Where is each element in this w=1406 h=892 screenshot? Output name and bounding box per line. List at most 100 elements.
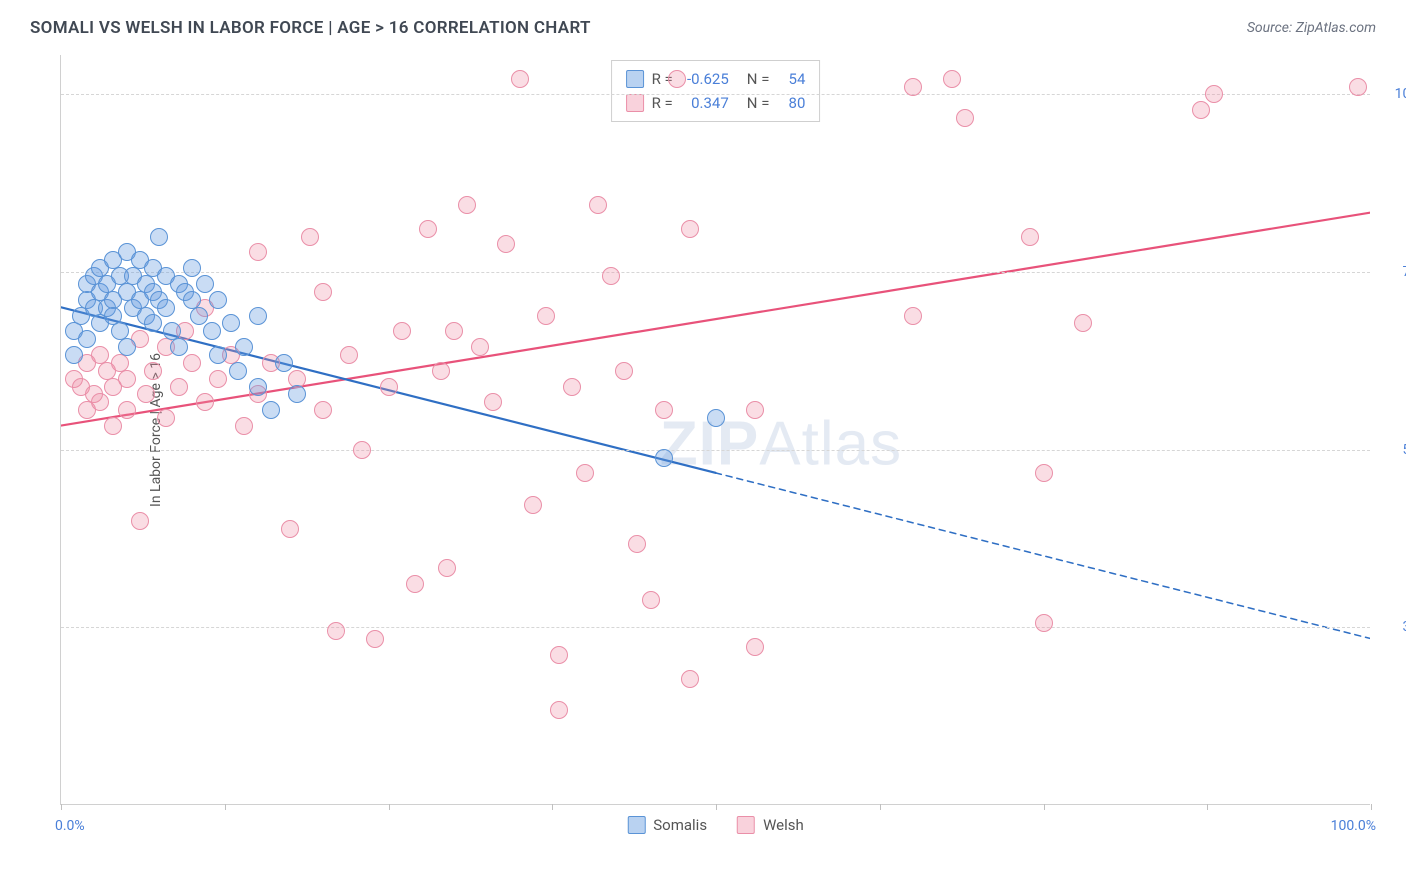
scatter-point: [1192, 101, 1210, 119]
scatter-point: [144, 362, 162, 380]
scatter-point: [497, 235, 515, 253]
bottom-legend-item: Somalis: [627, 816, 707, 834]
scatter-point: [222, 314, 240, 332]
scatter-point: [65, 346, 83, 364]
scatter-point: [537, 307, 555, 325]
scatter-point: [249, 378, 267, 396]
scatter-point: [157, 299, 175, 317]
x-tick-mark: [225, 804, 226, 810]
x-axis-max-label: 100.0%: [1331, 818, 1376, 834]
scatter-point: [511, 70, 529, 88]
scatter-point: [190, 307, 208, 325]
scatter-point: [249, 243, 267, 261]
scatter-point: [602, 267, 620, 285]
scatter-point: [904, 78, 922, 96]
scatter-point: [655, 449, 673, 467]
scatter-point: [353, 441, 371, 459]
scatter-point: [380, 378, 398, 396]
scatter-point: [458, 196, 476, 214]
y-tick-label: 100.0%: [1380, 86, 1406, 102]
legend-square-blue-icon: [627, 816, 645, 834]
scatter-point: [118, 370, 136, 388]
scatter-point: [1205, 85, 1223, 103]
scatter-point: [1349, 78, 1367, 96]
scatter-point: [209, 370, 227, 388]
gridline: [61, 450, 1370, 451]
scatter-point: [576, 464, 594, 482]
scatter-point: [327, 622, 345, 640]
scatter-point: [183, 259, 201, 277]
legend-square-pink-icon: [737, 816, 755, 834]
scatter-point: [137, 385, 155, 403]
x-tick-mark: [389, 804, 390, 810]
scatter-point: [150, 228, 168, 246]
x-axis-min-label: 0.0%: [55, 818, 85, 834]
scatter-point: [183, 354, 201, 372]
scatter-point: [118, 401, 136, 419]
scatter-point: [393, 322, 411, 340]
legend-square-blue-icon: [626, 70, 644, 88]
scatter-point: [589, 196, 607, 214]
gridline: [61, 94, 1370, 95]
scatter-point: [209, 291, 227, 309]
scatter-point: [524, 496, 542, 514]
scatter-point: [471, 338, 489, 356]
scatter-point: [104, 417, 122, 435]
y-tick-label: 77.5%: [1380, 264, 1406, 280]
scatter-point: [275, 354, 293, 372]
scatter-point: [668, 70, 686, 88]
scatter-point: [235, 338, 253, 356]
bottom-legend: Somalis Welsh: [627, 816, 804, 834]
scatter-point: [196, 275, 214, 293]
scatter-point: [419, 220, 437, 238]
scatter-point: [170, 378, 188, 396]
scatter-point: [91, 393, 109, 411]
gridline: [61, 272, 1370, 273]
scatter-point: [642, 591, 660, 609]
scatter-point: [438, 559, 456, 577]
scatter-point: [131, 512, 149, 530]
scatter-point: [484, 393, 502, 411]
scatter-point: [301, 228, 319, 246]
scatter-point: [956, 109, 974, 127]
scatter-point: [281, 520, 299, 538]
scatter-point: [366, 630, 384, 648]
scatter-point: [249, 307, 267, 325]
stats-legend: R = -0.625 N = 54 R = 0.347 N = 80: [611, 60, 821, 122]
scatter-point: [550, 646, 568, 664]
stats-legend-row-blue: R = -0.625 N = 54: [626, 67, 806, 91]
source-label: Source: ZipAtlas.com: [1247, 20, 1376, 36]
scatter-point: [432, 362, 450, 380]
x-tick-mark: [716, 804, 717, 810]
scatter-point: [550, 701, 568, 719]
scatter-point: [314, 401, 332, 419]
scatter-point: [157, 409, 175, 427]
legend-square-pink-icon: [626, 94, 644, 112]
scatter-point: [904, 307, 922, 325]
scatter-point: [262, 401, 280, 419]
scatter-point: [655, 401, 673, 419]
scatter-point: [209, 346, 227, 364]
scatter-point: [203, 322, 221, 340]
scatter-point: [746, 638, 764, 656]
scatter-point: [118, 338, 136, 356]
scatter-point: [681, 220, 699, 238]
scatter-point: [746, 401, 764, 419]
gridline: [61, 627, 1370, 628]
scatter-point: [943, 70, 961, 88]
scatter-point: [196, 393, 214, 411]
x-tick-mark: [1207, 804, 1208, 810]
x-tick-mark: [1044, 804, 1045, 810]
x-tick-mark: [880, 804, 881, 810]
chart-title: SOMALI VS WELSH IN LABOR FORCE | AGE > 1…: [30, 18, 591, 38]
y-tick-label: 55.0%: [1380, 442, 1406, 458]
x-tick-mark: [552, 804, 553, 810]
x-tick-mark: [61, 804, 62, 810]
scatter-point: [78, 330, 96, 348]
scatter-point: [235, 417, 253, 435]
scatter-point: [314, 283, 332, 301]
scatter-point: [707, 409, 725, 427]
watermark: ZIPAtlas: [660, 409, 902, 480]
scatter-point: [144, 314, 162, 332]
scatter-point: [170, 338, 188, 356]
